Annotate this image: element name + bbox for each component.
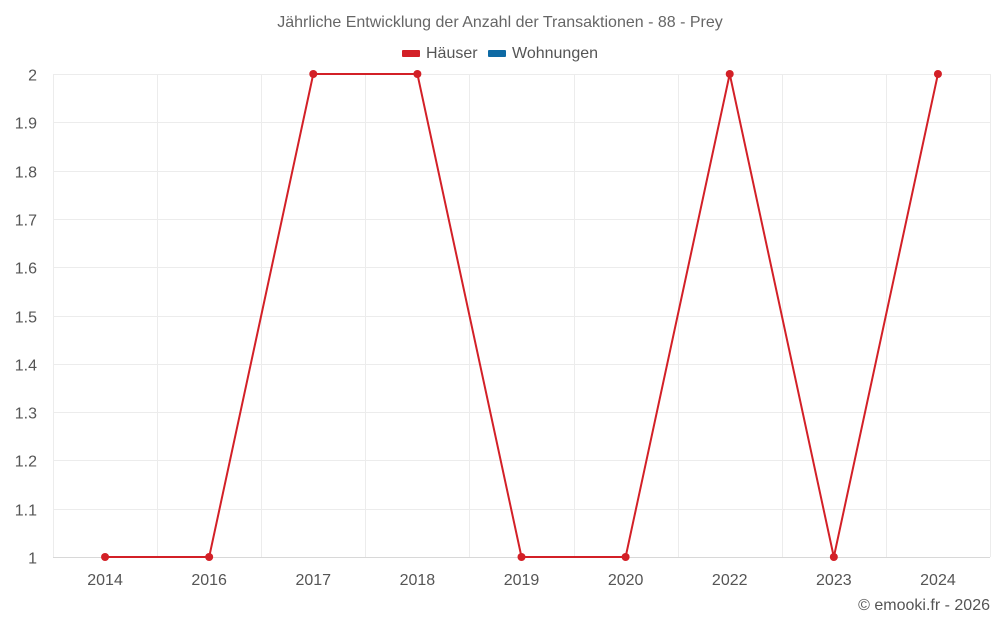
data-point[interactable] bbox=[413, 70, 422, 78]
legend-item-wohnungen[interactable]: Wohnungen bbox=[488, 45, 598, 63]
x-tick-label: 2017 bbox=[295, 572, 331, 589]
x-tick-label: 2024 bbox=[920, 572, 956, 589]
chart-title: Jährliche Entwicklung der Anzahl der Tra… bbox=[277, 14, 723, 31]
y-tick-label: 2 bbox=[28, 68, 37, 85]
data-point[interactable] bbox=[933, 70, 942, 78]
y-tick-label: 1.6 bbox=[15, 261, 37, 278]
data-point[interactable] bbox=[309, 70, 318, 78]
x-tick-label: 2014 bbox=[87, 572, 123, 589]
y-tick-label: 1 bbox=[28, 551, 37, 568]
data-point[interactable] bbox=[621, 553, 630, 561]
y-tick-label: 1.9 bbox=[15, 116, 37, 133]
data-point[interactable] bbox=[517, 553, 526, 561]
y-tick-label: 1.7 bbox=[15, 213, 37, 230]
credit-text: © emooki.fr - 2026 bbox=[858, 597, 990, 614]
y-tick-label: 1.5 bbox=[15, 310, 37, 327]
series-haeuser bbox=[101, 70, 942, 561]
y-axis: 1 1.1 1.2 1.3 1.4 1.5 1.6 1.7 1.8 1.9 2 bbox=[15, 68, 37, 568]
x-tick-label: 2018 bbox=[400, 572, 436, 589]
y-tick-label: 1.1 bbox=[15, 503, 37, 520]
y-tick-label: 1.3 bbox=[15, 406, 37, 423]
chart-legend: Häuser Wohnungen bbox=[0, 45, 1000, 63]
y-tick-label: 1.4 bbox=[15, 358, 37, 375]
x-tick-label: 2022 bbox=[712, 572, 748, 589]
x-axis: 2014 2016 2017 2018 2019 2020 2022 2023 2024 bbox=[87, 572, 956, 589]
legend-swatch-icon bbox=[488, 50, 507, 58]
y-tick-label: 1.8 bbox=[15, 165, 37, 182]
x-tick-label: 2019 bbox=[504, 572, 540, 589]
y-tick-label: 1.2 bbox=[15, 454, 37, 471]
grid-lines bbox=[53, 74, 991, 558]
legend-item-haeuser[interactable]: Häuser bbox=[401, 45, 478, 63]
x-tick-label: 2016 bbox=[191, 572, 227, 589]
data-point[interactable] bbox=[725, 70, 734, 78]
data-point[interactable] bbox=[101, 553, 110, 561]
legend-swatch-icon bbox=[401, 50, 420, 58]
x-tick-label: 2023 bbox=[816, 572, 852, 589]
data-point[interactable] bbox=[205, 553, 214, 561]
data-point[interactable] bbox=[829, 553, 838, 561]
x-tick-label: 2020 bbox=[608, 572, 644, 589]
